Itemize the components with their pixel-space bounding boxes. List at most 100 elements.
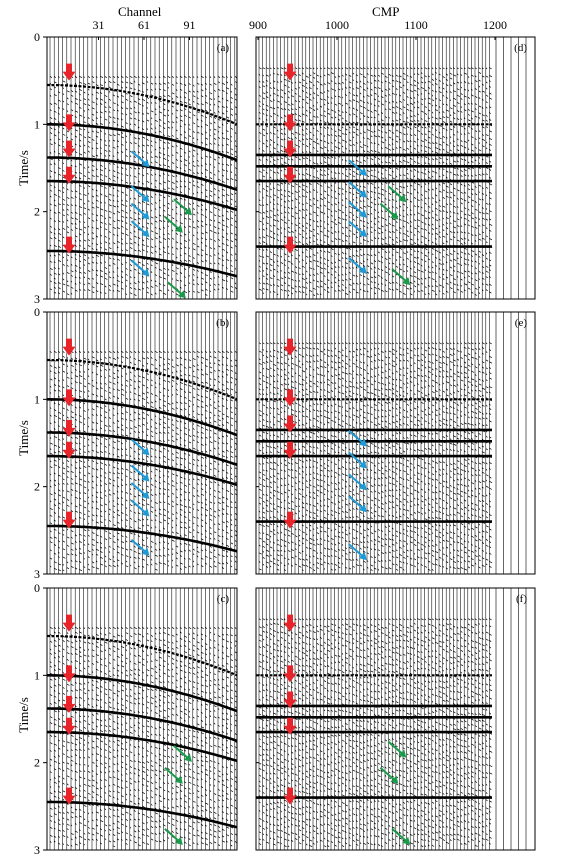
blue-arrow-4-head — [358, 552, 367, 561]
y-tick-label: 1 — [34, 117, 40, 131]
green-arrow-1-shaft — [379, 202, 397, 218]
green-arrow-2-shaft — [164, 828, 181, 843]
panel-d: (d) 900 1000 1100 1200 — [249, 18, 536, 300]
red-arrow-0 — [62, 338, 76, 356]
panel-frame-3 — [255, 36, 536, 300]
green-arrow-1-head — [174, 224, 183, 233]
y-tick-label: 2 — [34, 480, 40, 494]
blue-arrow-2-head — [141, 491, 150, 500]
noise-wiggles-5 — [258, 618, 493, 848]
green-arrow-0-head — [183, 207, 192, 216]
green-arrow-1-shaft — [164, 767, 181, 782]
green-arrow-1-shaft — [164, 216, 181, 231]
green-arrow-0-head — [183, 753, 192, 762]
blue-arrow-2-head — [141, 211, 150, 220]
red-arrow-0 — [283, 614, 297, 632]
blue-arrow-1-shaft — [130, 464, 148, 480]
y-tick-label: 2 — [34, 205, 40, 219]
panel-frame-1 — [46, 311, 238, 575]
panel-label: (b) — [216, 317, 229, 329]
x-tick-label: 61 — [138, 18, 150, 32]
red-arrow-0 — [283, 338, 297, 356]
reflection-event-1-1 — [47, 398, 238, 437]
red-arrow-1 — [283, 389, 297, 407]
reflection-event-2-3 — [47, 730, 238, 763]
y-tick-label: 1 — [34, 392, 40, 406]
blue-arrow-4-shaft — [130, 259, 148, 275]
x-tick-label: 91 — [184, 18, 196, 32]
blue-arrow-0-shaft — [348, 159, 365, 174]
red-arrow-1 — [283, 114, 297, 132]
reflection-event-0-0 — [47, 83, 238, 126]
blue-arrow-3-shaft — [348, 220, 365, 235]
blue-arrow-2-shaft — [348, 201, 365, 216]
blue-arrow-4-head — [358, 265, 367, 274]
reflection-event-1-2 — [47, 431, 238, 467]
red-arrow-0 — [62, 63, 76, 81]
trace-lines-right-5 — [495, 588, 527, 850]
red-arrow-4 — [62, 236, 76, 254]
reflection-event-2-2 — [47, 707, 238, 743]
reflection-event-0-2 — [47, 156, 238, 192]
reflection-event-0-4 — [47, 249, 238, 278]
red-arrow-3 — [62, 441, 76, 459]
red-arrow-4 — [283, 787, 297, 805]
blue-arrow-1-shaft — [348, 181, 365, 196]
y-tick-label: 0 — [34, 581, 40, 595]
reflection-event-2-0 — [47, 634, 238, 677]
panel-e: (e) — [255, 311, 536, 575]
panel-label: (c) — [217, 593, 230, 605]
green-arrow-1-head — [390, 211, 399, 220]
reflection-event-1-3 — [47, 454, 238, 487]
x-tick-label: 1100 — [404, 18, 428, 32]
red-arrow-4 — [283, 511, 297, 529]
panel-frame-2 — [46, 587, 238, 851]
green-arrow-2-shaft — [391, 828, 408, 843]
blue-arrow-3-shaft — [130, 220, 148, 235]
x-tick-label: 900 — [249, 18, 267, 32]
blue-arrow-1-shaft — [130, 185, 148, 200]
red-arrow-2 — [62, 140, 76, 158]
panel-c: (c) 0 1 2 3 — [34, 581, 238, 857]
blue-arrow-0-head — [141, 159, 150, 168]
green-arrow-0-shaft — [173, 745, 190, 760]
trace-lines-right-3 — [495, 37, 527, 299]
noise-wiggles-4 — [258, 342, 493, 572]
panel-frame-0 — [46, 36, 238, 300]
blue-arrow-2-head — [358, 482, 367, 491]
noise-wiggles-1 — [49, 350, 238, 572]
blue-arrow-0-shaft — [130, 438, 148, 454]
green-arrow-2-shaft — [391, 268, 408, 283]
red-arrow-1 — [283, 665, 297, 683]
green-arrow-2-head — [177, 290, 186, 299]
y-tick-label: 0 — [34, 30, 40, 44]
blue-arrow-2-shaft — [130, 482, 148, 497]
blue-arrow-2-head — [358, 209, 367, 218]
blue-arrow-1-head — [358, 189, 367, 198]
green-arrow-1-head — [174, 775, 183, 784]
blue-arrow-2-shaft — [348, 473, 365, 489]
blue-arrow-3-head — [358, 229, 367, 238]
blue-arrow-1-head — [358, 460, 367, 469]
blue-arrow-3-shaft — [130, 499, 148, 515]
red-arrow-0 — [62, 614, 76, 632]
green-arrow-0-head — [398, 194, 407, 203]
blue-arrow-1-shaft — [348, 451, 365, 467]
green-arrow-2-head — [402, 836, 411, 845]
red-arrow-1 — [62, 389, 76, 407]
red-arrow-3 — [283, 717, 297, 735]
x-axis-title-cmp: CMP — [372, 4, 400, 19]
green-arrow-1-head — [390, 775, 399, 784]
blue-arrow-3-head — [141, 229, 150, 238]
green-arrow-2-shaft — [167, 281, 184, 297]
green-arrow-0-head — [398, 749, 407, 758]
green-arrow-0-shaft — [387, 185, 404, 200]
x-tick-label: 31 — [93, 18, 105, 32]
y-tick-label: 1 — [34, 668, 40, 682]
x-tick-label: 1000 — [325, 18, 349, 32]
green-arrow-2-head — [402, 277, 411, 286]
y-tick-label: 2 — [34, 756, 40, 770]
red-arrow-2 — [283, 691, 297, 709]
red-arrow-1 — [62, 114, 76, 132]
